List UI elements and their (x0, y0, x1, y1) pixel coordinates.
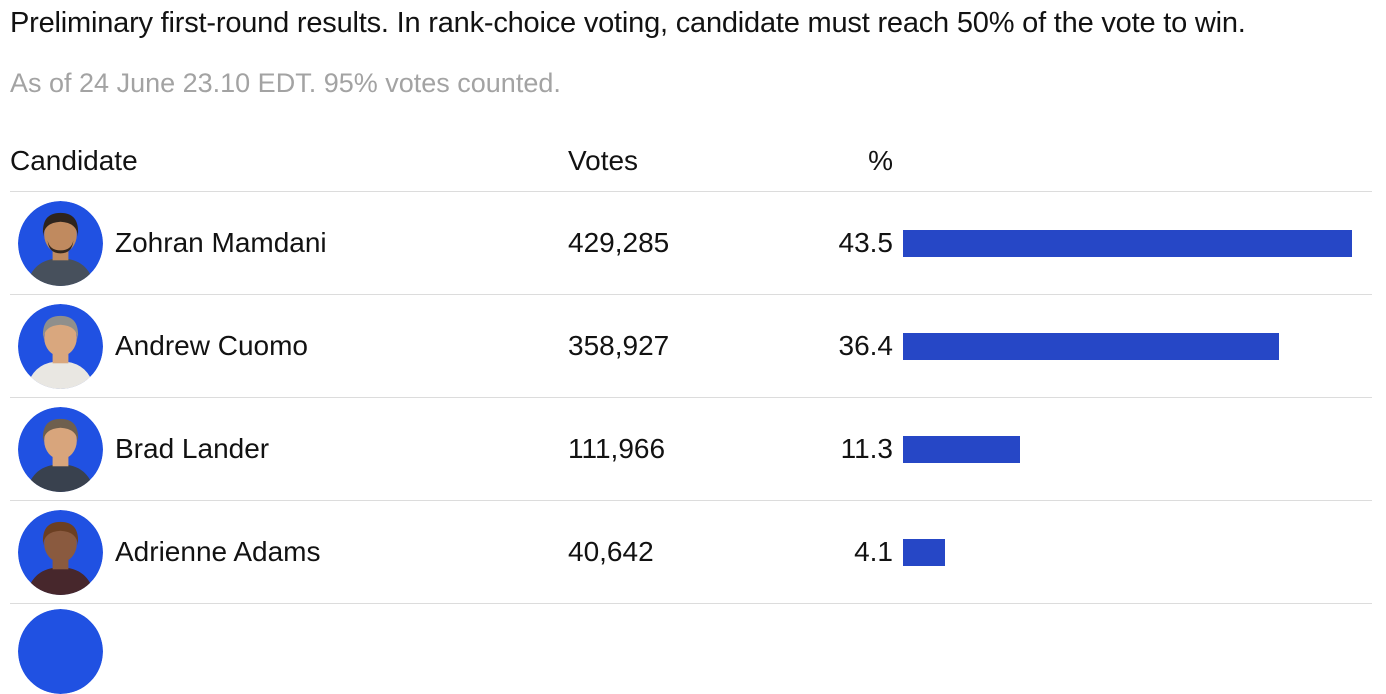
table-row-partial (10, 604, 1372, 694)
candidate-photo-icon (18, 303, 103, 389)
table-header-row: Candidate Votes % (10, 145, 1372, 192)
candidate-avatar (18, 200, 103, 286)
column-header-votes: Votes (568, 145, 639, 176)
vote-share-bar (903, 435, 1020, 463)
candidate-votes: 358,927 (568, 330, 670, 361)
results-panel: Preliminary first-round results. In rank… (10, 7, 1372, 694)
table-row: Zohran Mamdani 429,285 43.5 (10, 192, 1372, 295)
column-header-percent: % (868, 145, 893, 176)
candidate-avatar (18, 509, 103, 595)
candidate-percent: 43.5 (838, 227, 894, 258)
table-row: Adrienne Adams 40,642 4.1 (10, 501, 1372, 604)
table-row: Brad Lander 111,966 11.3 (10, 398, 1372, 501)
candidate-name: Adrienne Adams (115, 536, 321, 567)
candidate-votes: 429,285 (568, 227, 670, 258)
candidate-avatar (18, 303, 103, 389)
vote-share-bar (903, 229, 1352, 257)
candidate-avatar (18, 406, 103, 492)
updated-timestamp-note: As of 24 June 23.10 EDT. 95% votes count… (10, 68, 561, 98)
candidate-photo-icon (18, 200, 103, 286)
candidate-photo-icon (18, 509, 103, 595)
candidate-name: Zohran Mamdani (115, 227, 327, 258)
candidate-votes: 111,966 (568, 433, 666, 464)
candidate-votes: 40,642 (568, 536, 654, 567)
candidate-photo-icon (18, 609, 103, 694)
page-title: Preliminary first-round results. In rank… (10, 7, 1246, 39)
bar-cell (893, 332, 1372, 360)
candidate-percent: 11.3 (840, 433, 893, 464)
results-table: Candidate Votes % Zohran Mamdani 429,285… (10, 145, 1372, 694)
candidate-photo-icon (18, 406, 103, 492)
candidate-avatar-partial (18, 609, 103, 694)
bar-cell (893, 538, 1372, 566)
table-row: Andrew Cuomo 358,927 36.4 (10, 295, 1372, 398)
bar-cell (893, 435, 1372, 463)
column-header-candidate: Candidate (10, 145, 138, 176)
candidate-percent: 36.4 (838, 330, 894, 361)
vote-share-bar (903, 538, 946, 566)
vote-share-bar (903, 332, 1279, 360)
bar-cell (893, 229, 1372, 257)
candidate-name: Brad Lander (115, 433, 270, 464)
candidate-name: Andrew Cuomo (115, 330, 308, 361)
candidate-percent: 4.1 (854, 536, 893, 567)
